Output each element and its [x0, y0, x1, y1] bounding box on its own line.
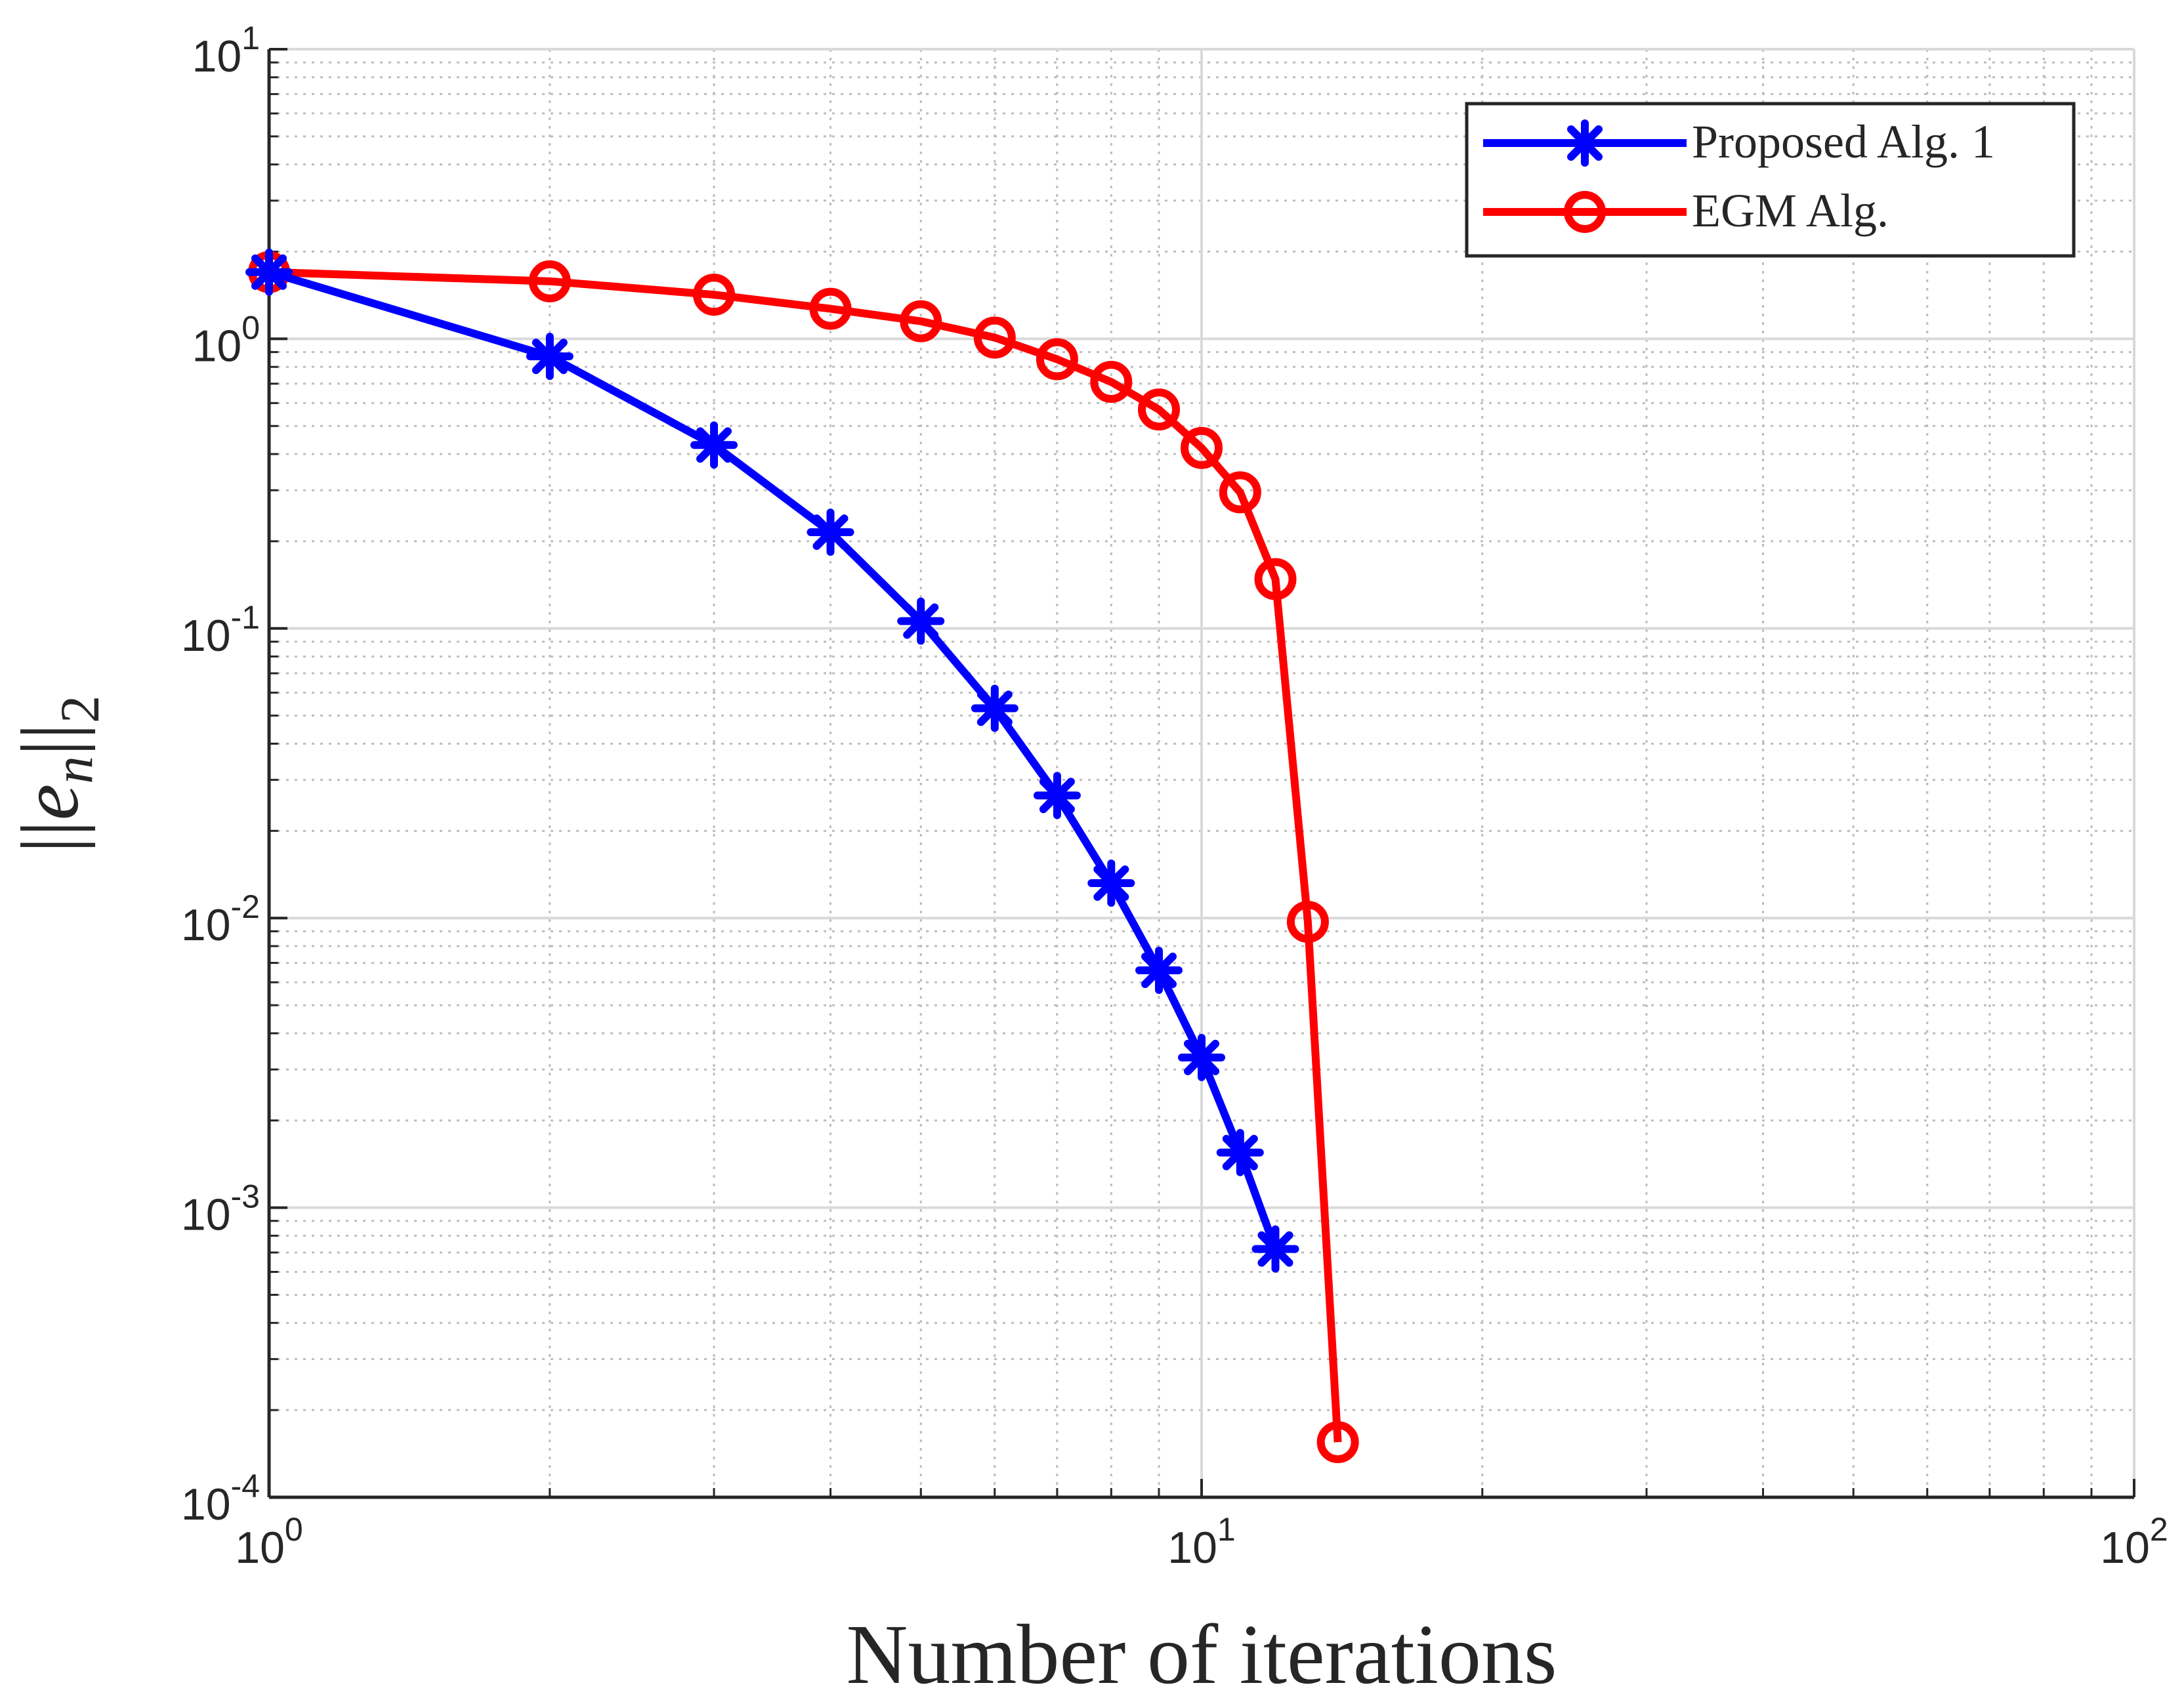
data-point-proposed [1033, 772, 1081, 819]
data-point-proposed [897, 597, 945, 645]
data-point-egm [1254, 558, 1297, 600]
series-layer [245, 248, 1359, 1463]
data-point-egm [1286, 901, 1329, 943]
y-tick-label: 10-4 [181, 1468, 260, 1529]
y-axis-title-close-bars: || [5, 723, 96, 756]
data-point-proposed [526, 333, 574, 381]
data-point-proposed [1087, 860, 1135, 907]
y-tick-label: 100 [192, 309, 260, 371]
y-tick-label: 101 [192, 20, 260, 81]
data-point-egm [1181, 426, 1223, 469]
y-tick-label: 10-2 [181, 888, 260, 950]
svg-text:||en||2: ||en||2 [5, 695, 111, 854]
data-point-proposed [1251, 1225, 1299, 1273]
data-point-proposed [690, 421, 738, 469]
legend-marker-proposed [1561, 119, 1608, 167]
legend-label-proposed: Proposed Alg. 1 [1692, 115, 1995, 168]
data-point-proposed [1216, 1129, 1264, 1176]
data-point-egm [1219, 471, 1261, 514]
y-axis-title-subscript: n [43, 756, 104, 784]
data-point-egm [809, 287, 852, 330]
y-tick-label: 10-1 [181, 599, 260, 661]
data-point-egm [1137, 388, 1180, 431]
data-point-proposed [807, 508, 854, 556]
data-point-proposed [971, 684, 1018, 732]
data-point-egm [1090, 361, 1133, 404]
data-point-proposed [1135, 946, 1183, 994]
data-point-egm [692, 274, 735, 316]
y-axis-title-variable: e [5, 784, 96, 820]
y-tick-label: 10-3 [181, 1178, 260, 1240]
data-point-egm [1316, 1420, 1359, 1463]
x-tick-label: 100 [235, 1511, 303, 1573]
data-point-egm [528, 260, 571, 302]
y-axis-title-open-bars: || [5, 820, 96, 853]
series-line-proposed [268, 268, 1280, 1251]
tick-labels: 100 101 102 101 100 10-1 10-2 10-3 10-4 [181, 20, 2168, 1573]
x-axis-title: Number of iterations [846, 1607, 1557, 1700]
data-point-egm [973, 316, 1016, 359]
data-point-proposed [1178, 1033, 1225, 1081]
data-point-egm [900, 300, 942, 342]
x-tick-label: 101 [1167, 1511, 1235, 1573]
legend-label-egm: EGM Alg. [1692, 184, 1889, 237]
y-axis-title-outer-subscript: 2 [49, 695, 111, 724]
data-point-proposed [245, 248, 293, 296]
y-axis-title: ||en||2 [5, 695, 111, 854]
legend: Proposed Alg. 1 EGM Alg. [1465, 102, 2076, 258]
x-tick-label: 102 [2100, 1511, 2168, 1573]
legend-marker-egm [1564, 191, 1606, 233]
data-point-egm [1036, 338, 1078, 381]
